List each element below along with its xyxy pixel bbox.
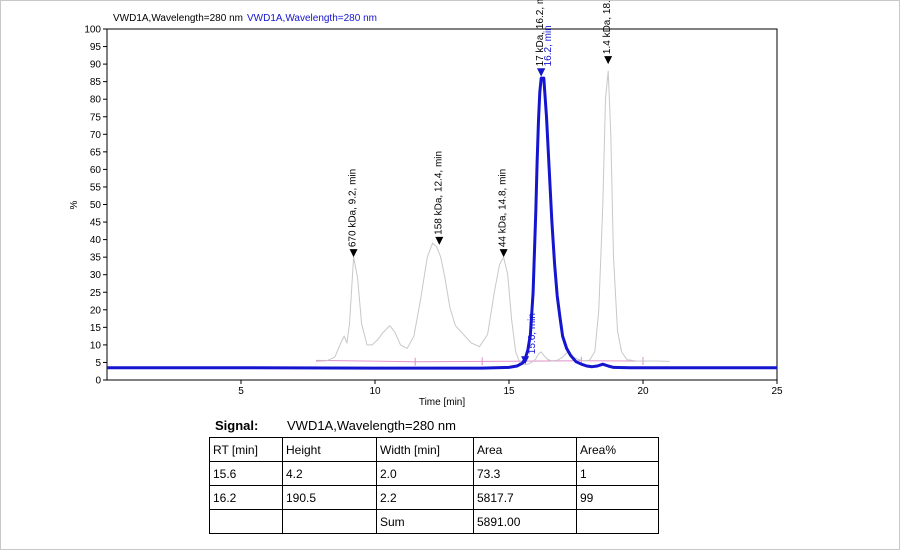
x-tick-label: 15 <box>503 386 515 397</box>
y-tick-label: 100 <box>84 25 101 36</box>
peak-label: 670 kDa, 9.2, min <box>348 169 359 247</box>
y-tick-label: 65 <box>90 147 102 158</box>
y-tick-label: 35 <box>90 253 102 264</box>
y-tick-label: 75 <box>90 112 102 123</box>
cell-rt <box>209 509 283 534</box>
x-tick-label: 25 <box>771 386 783 397</box>
legend: VWD1A,Wavelength=280 nm VWD1A,Wavelength… <box>113 13 377 24</box>
col-header-height: Height <box>282 437 377 462</box>
cell-area-pct: 1 <box>576 461 659 486</box>
y-tick-label: 60 <box>90 165 102 176</box>
cell-width: 2.0 <box>376 461 474 486</box>
peak-label: 15.6, min <box>527 313 538 354</box>
legend-entry-1: VWD1A,Wavelength=280 nm <box>113 13 243 24</box>
table-row: 15.6 4.2 2.0 73.3 1 <box>209 461 659 486</box>
peak-marker <box>349 249 358 258</box>
integration-baselines <box>316 356 644 366</box>
table-row: 16.2 190.5 2.2 5817.7 99 <box>209 485 659 510</box>
y-tick-label: 95 <box>90 42 102 53</box>
cell-area: 73.3 <box>473 461 577 486</box>
cell-area-pct <box>576 509 659 534</box>
chromatogram-chart: VWD1A,Wavelength=280 nm VWD1A,Wavelength… <box>69 0 783 408</box>
table-header-row: RT [min] Height Width [min] Area Area% <box>209 437 659 462</box>
cell-area-pct: 99 <box>576 485 659 510</box>
baseline-segment <box>482 360 582 362</box>
cell-sum-label: Sum <box>376 509 474 534</box>
peak-label: 158 kDa, 12.4, min <box>433 151 444 235</box>
table-row-sum: Sum 5891.00 <box>209 509 659 534</box>
cell-sum-area: 5891.00 <box>473 509 577 534</box>
peak-label: 17 kDa, 16.2, min <box>535 0 546 66</box>
x-axis-label: Time [min] <box>419 397 466 408</box>
series-line-gray <box>315 70 670 365</box>
signal-row: Signal: VWD1A,Wavelength=280 nm <box>215 418 456 433</box>
signal-value: VWD1A,Wavelength=280 nm <box>287 418 456 433</box>
y-tick-label: 5 <box>95 358 101 369</box>
y-tick-label: 30 <box>90 270 102 281</box>
cell-height: 190.5 <box>282 485 377 510</box>
y-tick-label: 20 <box>90 305 102 316</box>
cell-width: 2.2 <box>376 485 474 510</box>
results-table: RT [min] Height Width [min] Area Area% 1… <box>209 437 659 534</box>
x-tick-label: 5 <box>238 386 244 397</box>
legend-entry-2: VWD1A,Wavelength=280 nm <box>247 13 377 24</box>
peak-label: 44 kDa, 14.8, min <box>498 169 509 247</box>
y-tick-label: 45 <box>90 218 102 229</box>
signal-label: Signal: <box>215 418 259 433</box>
peak-labels: 670 kDa, 9.2, min 158 kDa, 12.4, min 44 kD… <box>348 0 613 365</box>
y-tick-label: 15 <box>90 323 102 334</box>
peak-marker <box>604 56 613 65</box>
baseline-segment <box>316 359 416 363</box>
axes: 0 5 10 15 20 25 30 35 40 45 50 55 60 65 70 75 80 85 90 95 10… <box>84 25 783 398</box>
peak-marker <box>537 68 546 77</box>
x-tick-label: 20 <box>637 386 649 397</box>
y-tick-label: 80 <box>90 95 102 106</box>
peak-marker <box>435 236 444 245</box>
col-header-area-pct: Area% <box>576 437 659 462</box>
cell-rt: 15.6 <box>209 461 283 486</box>
series-group <box>107 70 777 370</box>
col-header-rt: RT [min] <box>209 437 283 462</box>
y-tick-label: 40 <box>90 235 102 246</box>
y-tick-label: 25 <box>90 288 102 299</box>
y-tick-label: 85 <box>90 77 102 88</box>
peak-marker <box>521 356 530 365</box>
series-line-blue <box>107 76 777 370</box>
cell-area: 5817.7 <box>473 485 577 510</box>
y-tick-label: 90 <box>90 60 102 71</box>
y-tick-label: 70 <box>90 130 102 141</box>
peak-label: 16.2, min <box>543 25 554 66</box>
cell-rt: 16.2 <box>209 485 283 510</box>
col-header-area: Area <box>473 437 577 462</box>
cell-height: 4.2 <box>282 461 377 486</box>
x-tick-label: 10 <box>369 386 381 397</box>
y-tick-label: 10 <box>90 340 102 351</box>
y-tick-label: 55 <box>90 182 102 193</box>
cell-height <box>282 509 377 534</box>
y-tick-label: 50 <box>90 200 102 211</box>
y-tick-label: 0 <box>95 376 101 387</box>
col-header-width: Width [min] <box>376 437 474 462</box>
y-axis-label: % <box>69 200 80 209</box>
peak-label: 1.4 kDa, 18.7, min <box>602 0 613 54</box>
peak-marker <box>499 249 508 258</box>
